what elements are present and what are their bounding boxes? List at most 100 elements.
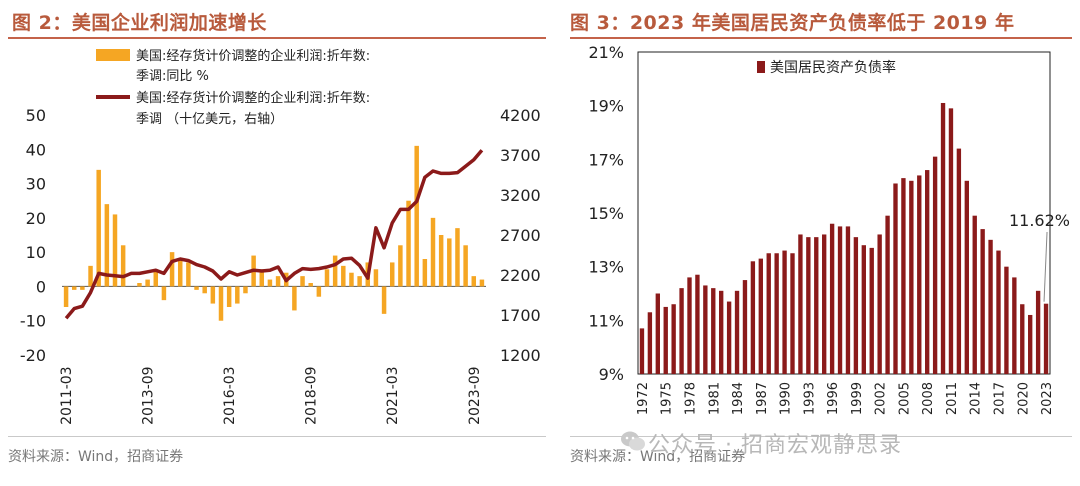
right-panel: 图 3：2023 年美国居民资产负债率低于 2019 年 9% 11% 13% 15%… <box>562 0 1080 486</box>
ratio-bar <box>893 183 898 374</box>
ratio-bar <box>940 102 946 374</box>
left-chart: -20 -10 0 10 20 30 40 50 1200 1700 2200 2700 3200 370… <box>20 48 540 425</box>
yoy-bar <box>300 276 305 287</box>
ratio-bar <box>774 253 779 374</box>
yoy-bar <box>161 286 167 301</box>
right-y-tick-label: 3200 <box>500 186 540 205</box>
legend-label: 美国居民资产负债率 <box>770 59 896 76</box>
ratio-bar <box>687 277 692 374</box>
left-y-tick-label: 20 <box>26 209 46 228</box>
legend-line-label-2: 季调 （十亿美元，右轴） <box>136 112 283 127</box>
yoy-bar <box>308 283 313 287</box>
x-tick-label: 2002 <box>874 382 889 415</box>
ratio-bar <box>1004 266 1009 374</box>
yoy-bar <box>210 286 216 304</box>
ratio-bar <box>988 239 993 374</box>
left-y-tick-label: -20 <box>20 346 46 365</box>
left-axes: -20 -10 0 10 20 30 40 50 1200 1700 2200 2700 3200 370… <box>20 106 540 425</box>
x-tick-label: 1984 <box>731 382 746 415</box>
yoy-bar <box>137 283 142 287</box>
x-tick-label: 1975 <box>660 382 675 415</box>
ratio-bar <box>679 288 684 374</box>
ratio-bar <box>956 148 962 374</box>
ratio-bar <box>822 234 827 374</box>
watermark-text: 公众号 · 招商宏观静思录 <box>648 433 902 458</box>
x-tick-label: 2016-03 <box>222 366 238 425</box>
ratio-bar <box>877 234 882 374</box>
x-tick-label: 2023-09 <box>467 366 483 425</box>
right-annotation: 11.62% <box>1009 211 1070 302</box>
yoy-bar <box>96 169 101 287</box>
yoy-bar <box>145 279 150 287</box>
x-tick-label: 1981 <box>707 382 722 415</box>
yoy-bar <box>463 245 468 287</box>
x-tick-label: 2021-03 <box>385 366 401 425</box>
x-tick-label: 2013-09 <box>141 366 157 425</box>
right-title-rule <box>570 37 1072 39</box>
yoy-bar <box>153 269 159 287</box>
ratio-bar <box>1012 277 1017 374</box>
ratio-bar <box>932 156 938 374</box>
ratio-bar <box>711 288 716 374</box>
ratio-bar <box>869 247 874 374</box>
ratio-bar <box>845 226 851 374</box>
yoy-bar <box>373 269 379 287</box>
ratio-bar <box>655 293 660 374</box>
left-source-rule <box>8 436 546 437</box>
x-tick-label: 2017 <box>993 382 1008 415</box>
yoy-bar <box>177 259 183 287</box>
plot-frame <box>637 51 1051 375</box>
yoy-bar <box>414 145 419 287</box>
ratio-bar <box>639 328 645 374</box>
x-tick-label: 1990 <box>779 382 794 415</box>
yoy-bar <box>381 286 387 314</box>
yoy-bar <box>235 286 240 304</box>
ratio-bar <box>790 253 795 374</box>
yoy-bar <box>292 286 297 311</box>
yoy-bar <box>316 286 322 297</box>
yoy-bar <box>243 286 248 294</box>
ratio-bar <box>750 261 756 374</box>
x-tick-label: 1996 <box>826 382 841 415</box>
legend-bar-label-1: 美国:经存货计价调整的企业利润:折年数: <box>136 48 370 64</box>
right-y-tick-label: 1700 <box>500 306 540 325</box>
left-panel: 图 2：美国企业利润加速增长 -20 -10 0 10 20 30 40 50 1200 1700… <box>8 12 546 465</box>
yoy-bar <box>112 214 118 287</box>
ratio-bar <box>742 280 748 374</box>
ratio-bar <box>964 180 969 374</box>
left-title-rule <box>8 37 546 39</box>
right-y-tick-label: 2700 <box>500 226 540 245</box>
ratio-bar <box>758 258 763 374</box>
y-tick-label: 13% <box>588 258 624 277</box>
profits-line <box>64 149 484 320</box>
yoy-bar <box>202 286 207 294</box>
yoy-bar <box>455 228 460 287</box>
left-y-tick-label: 50 <box>26 106 46 125</box>
ratio-bar <box>695 274 700 374</box>
x-tick-label: 2011-03 <box>59 366 75 425</box>
left-figure-title: 图 2：美国企业利润加速增长 <box>12 12 267 34</box>
yoy-bar <box>398 245 403 287</box>
y-tick-label: 9% <box>599 365 624 384</box>
ratio-bar <box>671 304 676 374</box>
ratio-bar <box>663 306 668 374</box>
yoy-bar <box>186 262 191 287</box>
yoy-bar <box>471 276 477 287</box>
ratio-bar <box>861 245 866 374</box>
y-tick-label: 21% <box>588 43 624 62</box>
yoy-bar <box>80 286 85 290</box>
yoy-bar <box>438 235 444 287</box>
ratio-bar <box>647 312 653 374</box>
legend-bar-swatch <box>96 49 130 61</box>
yoy-bar <box>275 276 281 287</box>
yoy-bar <box>267 279 273 287</box>
right-axes: 9% 11% 13% 15% 17% 19% 21% 1972 1975 1978 1981 1984… <box>588 43 1055 415</box>
x-tick-label: 2018-09 <box>304 366 320 425</box>
left-y-tick-label: 10 <box>26 243 46 262</box>
ratio-bar <box>798 234 803 374</box>
left-legend: 美国:经存货计价调整的企业利润:折年数: 季调:同比 % 美国:经存货计价调整的… <box>96 48 370 127</box>
left-y-tick-label: 40 <box>26 140 46 159</box>
yoy-bar <box>194 286 199 290</box>
right-legend: 美国居民资产负债率 <box>757 59 896 76</box>
yoy-bar <box>389 262 395 287</box>
